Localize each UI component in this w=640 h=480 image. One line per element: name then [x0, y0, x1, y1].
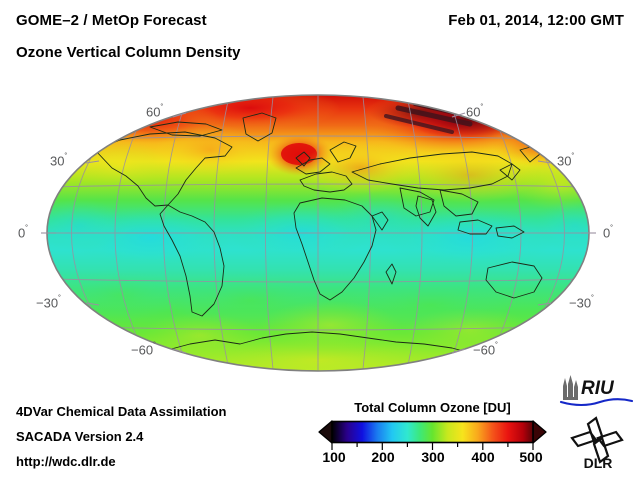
footer-method: 4DVar Chemical Data Assimilation [16, 404, 227, 419]
footer-url: http://wdc.dlr.de [16, 454, 116, 469]
riu-tower-icon [563, 375, 578, 400]
lat-label-left-30: 30˚ [50, 152, 68, 169]
footer-version: SACADA Version 2.4 [16, 429, 144, 444]
colorbar-tick-400: 400 [471, 449, 495, 465]
ozone-map: 60˚ 30˚ 0˚ −30˚ −60˚ 60˚ 30˚ 0˚ −30˚ −60… [18, 94, 614, 372]
colorbar [318, 419, 547, 445]
dlr-wordmark: DLR [584, 455, 613, 470]
header-product: Ozone Vertical Column Density [16, 44, 241, 61]
colorbar-tick-100: 100 [322, 449, 346, 465]
colorbar-tick-labels: 100 200 300 400 500 [318, 449, 547, 469]
lat-label-right-0: 0˚ [603, 224, 614, 241]
lat-label-right-m30: −30˚ [569, 294, 595, 311]
lat-tick-marks [41, 112, 596, 354]
lat-label-left-60: 60˚ [146, 103, 164, 120]
riu-wordmark: RIU [581, 378, 615, 399]
dlr-pinwheel-icon [570, 416, 624, 464]
riu-swoosh-icon [559, 398, 634, 407]
colorbar-ticks [331, 443, 534, 450]
colorbar-tick-300: 300 [421, 449, 445, 465]
dlr-logo: DLR [562, 414, 636, 471]
colorbar-svg [318, 420, 547, 444]
header-instrument: GOME–2 / MetOp Forecast [16, 12, 207, 29]
lat-label-right-30: 30˚ [557, 152, 575, 169]
lat-label-left-m30: −30˚ [36, 294, 62, 311]
lat-label-left-0: 0˚ [18, 224, 29, 241]
lat-label-right-60: 60˚ [466, 103, 484, 120]
riu-logo: RIU [556, 374, 636, 408]
lat-label-left-m60: −60˚ [131, 341, 157, 358]
lat-label-right-m60: −60˚ [473, 341, 499, 358]
dlr-logo-svg: DLR [570, 416, 624, 471]
colorbar-tick-200: 200 [371, 449, 395, 465]
header-timestamp: Feb 01, 2014, 12:00 GMT [448, 12, 624, 29]
riu-logo-svg: RIU [559, 375, 634, 407]
colorbar-tick-500: 500 [519, 449, 543, 465]
colorbar-title: Total Column Ozone [DU] [354, 400, 511, 415]
mollweide-map-svg [41, 94, 596, 372]
